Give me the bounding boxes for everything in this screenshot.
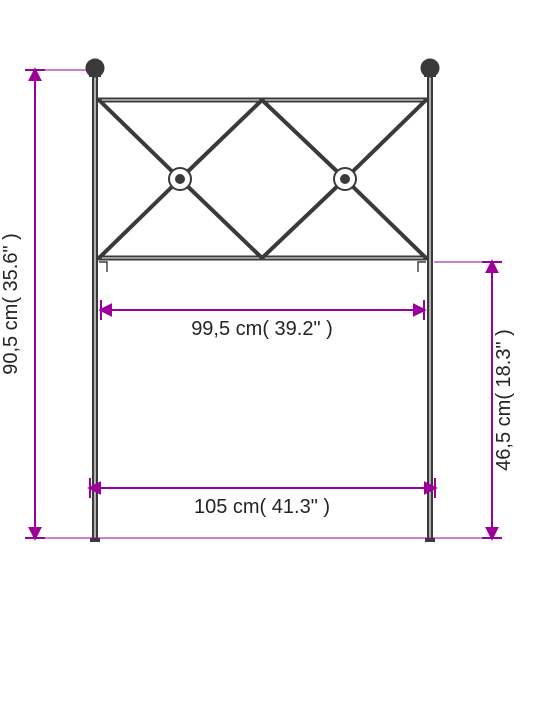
right-rosette-center — [340, 174, 350, 184]
lattice-seg — [99, 179, 180, 258]
left-foot — [90, 538, 100, 542]
right-finial-collar — [424, 73, 436, 77]
dimension-layer: 90,5 cm( 35.6" ) 46,5 cm( 18.3" ) 99,5 cm(… — [0, 70, 515, 538]
dim-inner-width-label: 99,5 cm( 39.2" ) — [191, 318, 333, 340]
lattice-seg — [180, 179, 262, 258]
lattice-seg — [262, 100, 345, 179]
dim-total-height-label: 90,5 cm( 35.6" ) — [0, 233, 22, 375]
lattice-seg — [180, 100, 262, 179]
lattice-seg — [99, 100, 180, 179]
right-foot — [425, 538, 435, 542]
dim-total-width-label: 105 cm( 41.3" ) — [194, 496, 330, 518]
diagram-svg: 90,5 cm( 35.6" ) 46,5 cm( 18.3" ) 99,5 cm(… — [0, 0, 540, 720]
lattice-seg — [262, 179, 345, 258]
lattice-seg — [345, 100, 426, 179]
bracket-right — [418, 262, 426, 272]
headboard — [86, 59, 439, 542]
diagram-root: 90,5 cm( 35.6" ) 46,5 cm( 18.3" ) 99,5 cm(… — [0, 0, 540, 720]
lattice-seg — [345, 179, 426, 258]
bracket-left — [99, 262, 107, 272]
dim-leg-height-label: 46,5 cm( 18.3" ) — [493, 329, 515, 471]
left-rosette-center — [175, 174, 185, 184]
left-finial-collar — [89, 73, 101, 77]
